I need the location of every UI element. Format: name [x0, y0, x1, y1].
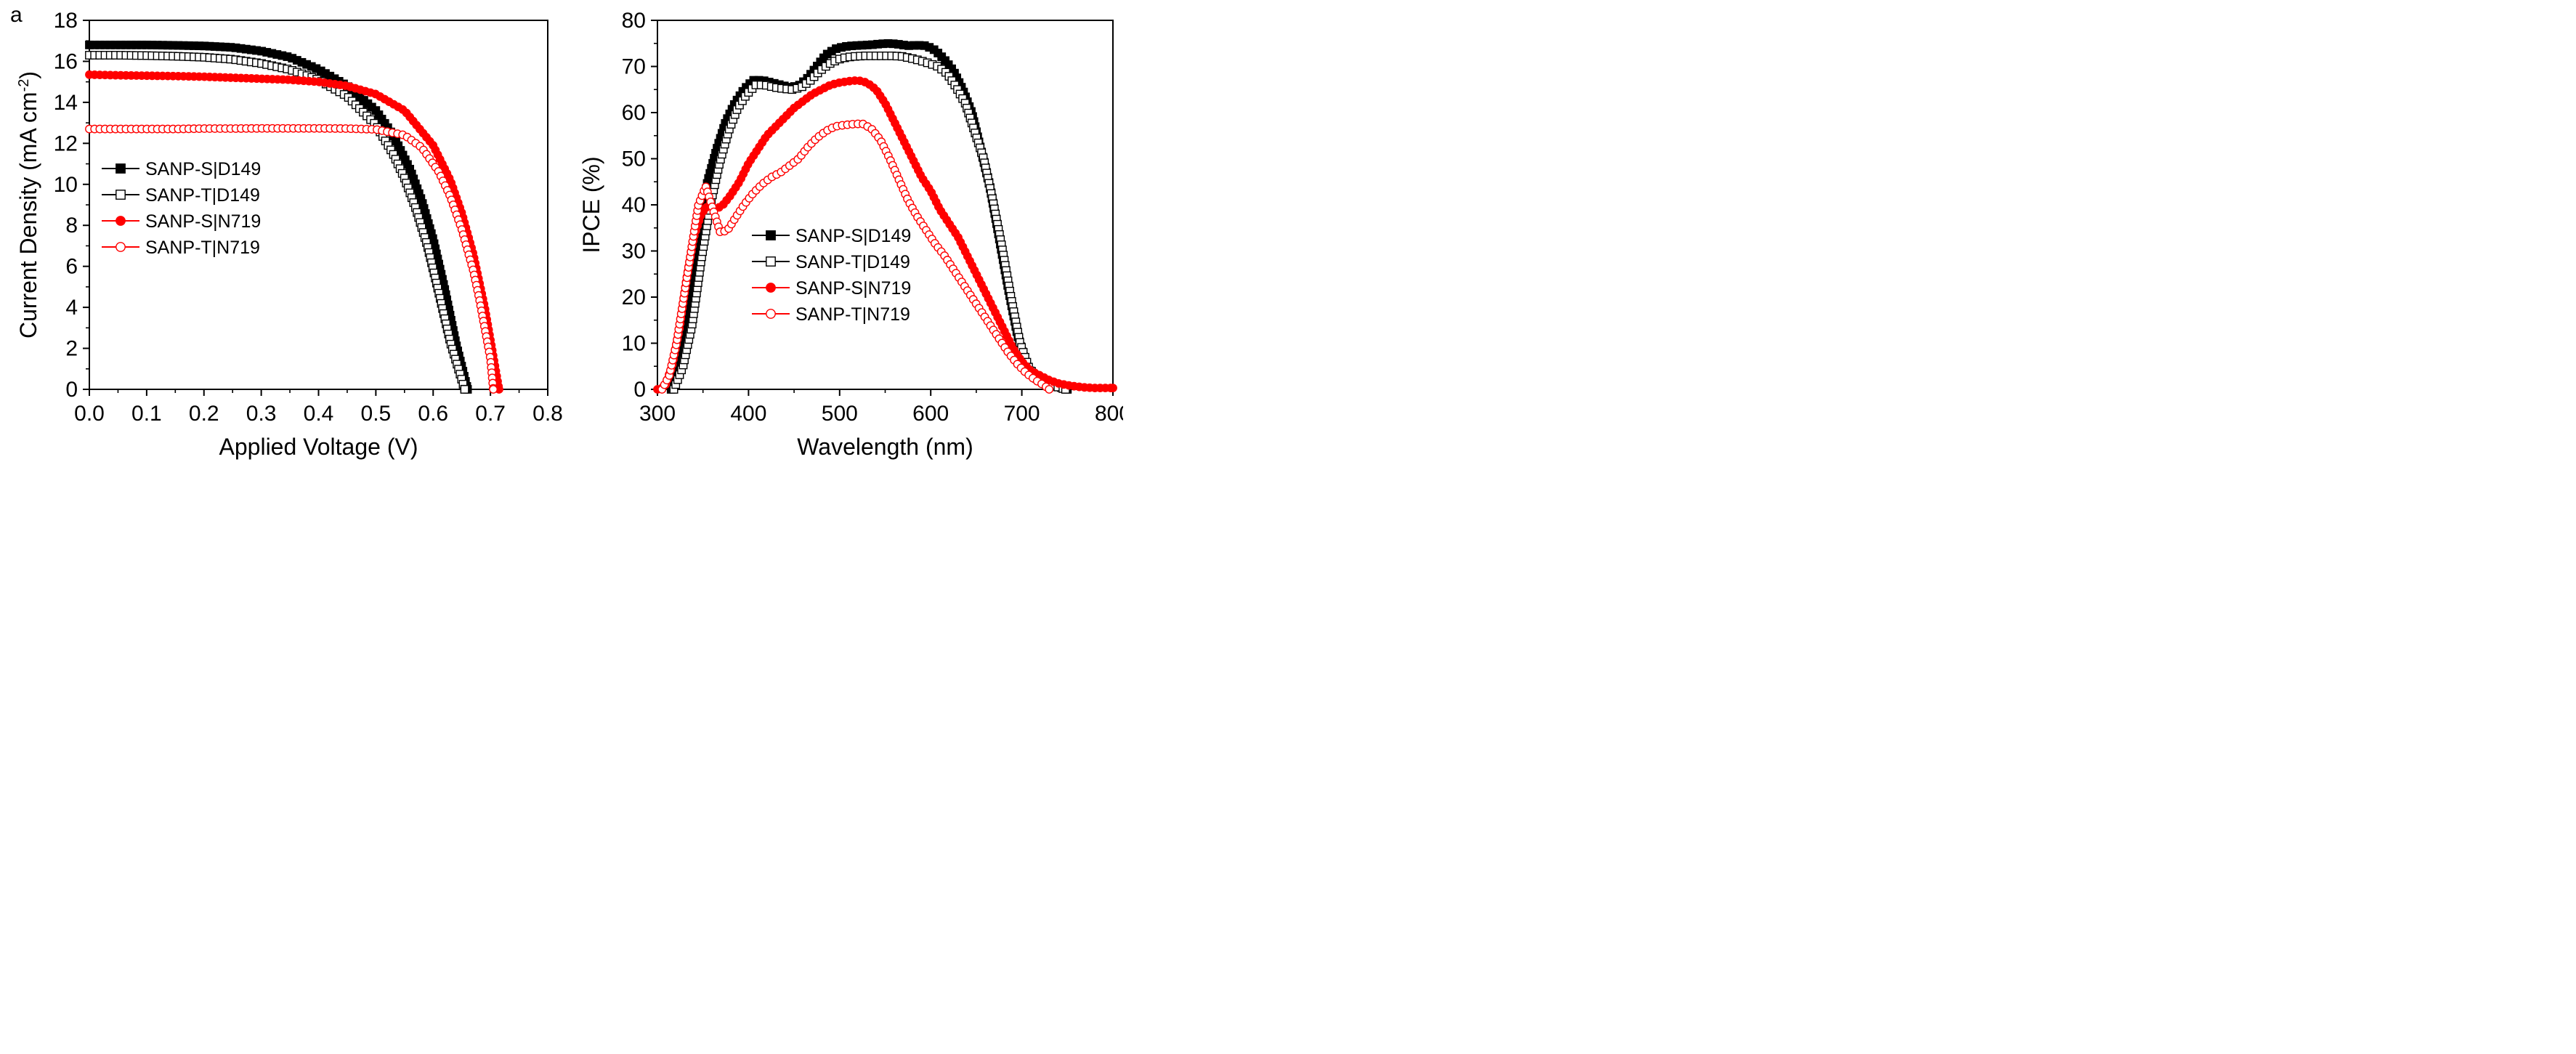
sanp-s-d149-marker-legend — [766, 230, 776, 240]
ipce-x-tick-label: 700 — [1004, 402, 1040, 426]
sanp-s-n719-line — [89, 73, 500, 390]
jv-x-tick-label: 0.2 — [189, 402, 219, 426]
sanp-t-d149-marker-113 — [460, 385, 469, 394]
jv-series-sanp-s-n719 — [85, 70, 503, 394]
ipce-legend-label-sanp-s-n719: SANP-S|N719 — [795, 278, 911, 299]
jv-y-tick-label: 18 — [54, 9, 78, 33]
jv-y-tick-label: 14 — [54, 91, 78, 115]
jv-x-axis-label: Applied Voltage (V) — [219, 434, 418, 460]
panel-letter: a — [10, 3, 23, 27]
ipce-legend-label-sanp-s-d149: SANP-S|D149 — [795, 226, 911, 246]
jv-y-axis-label: Current Density (mA cm-2) — [15, 71, 41, 339]
jv-y-tick-label: 12 — [54, 131, 78, 155]
jv-y-tick-label: 10 — [54, 173, 78, 197]
ipce-x-tick-label: 300 — [639, 402, 676, 426]
ipce-y-tick-label: 0 — [633, 378, 646, 402]
ipce-series-sanp-t-d149 — [669, 51, 1070, 394]
sanp-s-d149-marker-legend — [116, 163, 126, 174]
jv-x-tick-label: 0.8 — [532, 402, 563, 426]
sanp-t-n719-marker-legend — [116, 242, 126, 252]
jv-chart: 0.0 0.1 0.2 0.3 0.4 0.5 0.6 0.7 0.8 0 2 4 6 8 10 12 14 16… — [15, 9, 563, 460]
sanp-t-d149-marker-legend — [116, 190, 126, 200]
jv-series-sanp-t-d149 — [85, 51, 469, 394]
sanp-t-n719-marker-148 — [1045, 385, 1054, 394]
jv-y-tick-label: 2 — [65, 337, 78, 361]
jv-x-tick-label: 0.5 — [361, 402, 392, 426]
ipce-x-tick-label: 500 — [822, 402, 858, 426]
jv-x-tick-label: 0.0 — [74, 402, 105, 426]
ipce-y-tick-label: 10 — [622, 332, 646, 356]
jv-x-tick-label: 0.4 — [304, 402, 334, 426]
jv-y-tick-label: 16 — [54, 49, 78, 73]
ipce-y-tick-label: 70 — [622, 55, 646, 79]
jv-y-tick-label: 4 — [65, 296, 78, 320]
jv-legend-label-sanp-s-d149: SANP-S|D149 — [145, 159, 261, 179]
ipce-y-tick-label: 60 — [622, 101, 646, 125]
ipce-y-axis-label: IPCE (%) — [578, 156, 604, 253]
ipce-y-tick-label: 80 — [622, 9, 646, 33]
jv-legend-label-sanp-t-d149: SANP-T|D149 — [145, 185, 260, 206]
ipce-legend-label-sanp-t-d149: SANP-T|D149 — [795, 252, 910, 272]
ipce-series-sanp-t-n719 — [657, 119, 1054, 394]
ipce-x-tick-label: 600 — [912, 402, 949, 426]
jv-legend-label-sanp-t-n719: SANP-T|N719 — [145, 238, 260, 258]
ipce-y-tick-label: 30 — [622, 240, 646, 264]
ipce-x-tick-label: 800 — [1095, 402, 1123, 426]
sanp-t-n719-marker-114 — [489, 385, 498, 394]
jv-x-tick-label: 0.1 — [131, 402, 162, 426]
jv-y-tick-label: 8 — [65, 214, 78, 238]
figure: a 0.0 0.1 0.2 0.3 0.4 0.5 0.6 0.7 0.8 0 2 4 6 8 10 12 14… — [0, 0, 1123, 468]
sanp-s-n719-marker-legend — [766, 283, 776, 293]
jv-legend: SANP-S|D149 SANP-T|D149 SANP-S|N719 SANP-T|… — [102, 159, 261, 258]
ipce-y-tick-label: 50 — [622, 147, 646, 171]
ipce-chart: 300 400 500 600 700 800 0 10 20 30 40 50 60 70 80 Wavel… — [578, 9, 1123, 460]
jv-y-tick-label: 6 — [65, 255, 78, 279]
ipce-y-tick-label: 40 — [622, 193, 646, 217]
sanp-s-n719-marker-160 — [1109, 384, 1117, 392]
ipce-x-tick-label: 400 — [730, 402, 766, 426]
jv-y-tick-label: 0 — [65, 378, 78, 402]
jv-series-sanp-s-d149 — [85, 40, 472, 394]
ipce-legend-label-sanp-t-n719: SANP-T|N719 — [795, 304, 910, 325]
jv-x-tick-label: 0.3 — [246, 402, 277, 426]
jv-x-tick-label: 0.6 — [418, 402, 448, 426]
jv-x-tick-label: 0.7 — [475, 402, 506, 426]
jv-series-sanp-t-n719 — [85, 123, 498, 394]
sanp-t-n719-marker-legend — [766, 309, 776, 319]
ipce-legend: SANP-S|D149 SANP-T|D149 SANP-S|N719 SANP-T|… — [752, 226, 911, 325]
sanp-t-d149-marker-legend — [766, 256, 776, 267]
sanp-s-n719-marker-legend — [116, 216, 126, 226]
ipce-x-axis-label: Wavelength (nm) — [797, 434, 973, 460]
ipce-y-tick-label: 20 — [622, 285, 646, 309]
jv-legend-label-sanp-s-n719: SANP-S|N719 — [145, 211, 261, 232]
